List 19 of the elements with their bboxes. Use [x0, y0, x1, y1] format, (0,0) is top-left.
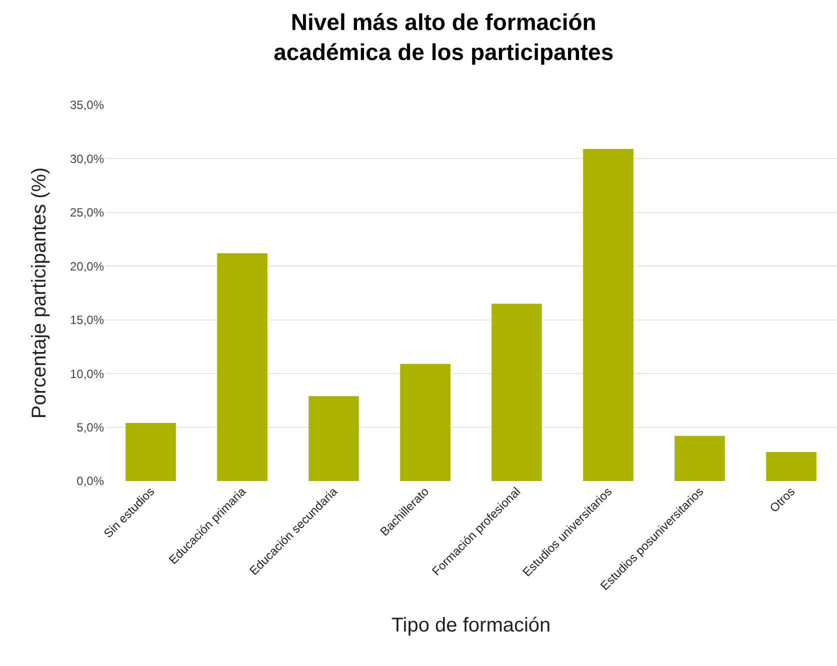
bar [126, 422, 176, 481]
bar [400, 364, 450, 481]
chart-title: Nivel más alto de formación académica de los participantes [274, 8, 614, 65]
bar [492, 304, 542, 481]
y-axis-title: Porcentaje participantes (%) [28, 167, 50, 419]
y-tick-label: 20,0% [70, 259, 104, 274]
y-tick-label: 35,0% [70, 98, 104, 112]
bar [583, 149, 634, 481]
y-tick-label: 25,0% [70, 206, 104, 220]
x-axis-title: Tipo de formación [391, 614, 551, 636]
y-tick-label: 0,0% [76, 474, 104, 488]
bar [766, 452, 816, 481]
bar [674, 436, 725, 481]
y-tick-label: 5,0% [76, 420, 104, 434]
bar [217, 253, 268, 481]
y-tick-label: 10,0% [70, 366, 104, 381]
y-tick-label: 15,0% [70, 313, 104, 328]
y-tick-label: 30,0% [70, 152, 104, 166]
bar [308, 396, 359, 481]
